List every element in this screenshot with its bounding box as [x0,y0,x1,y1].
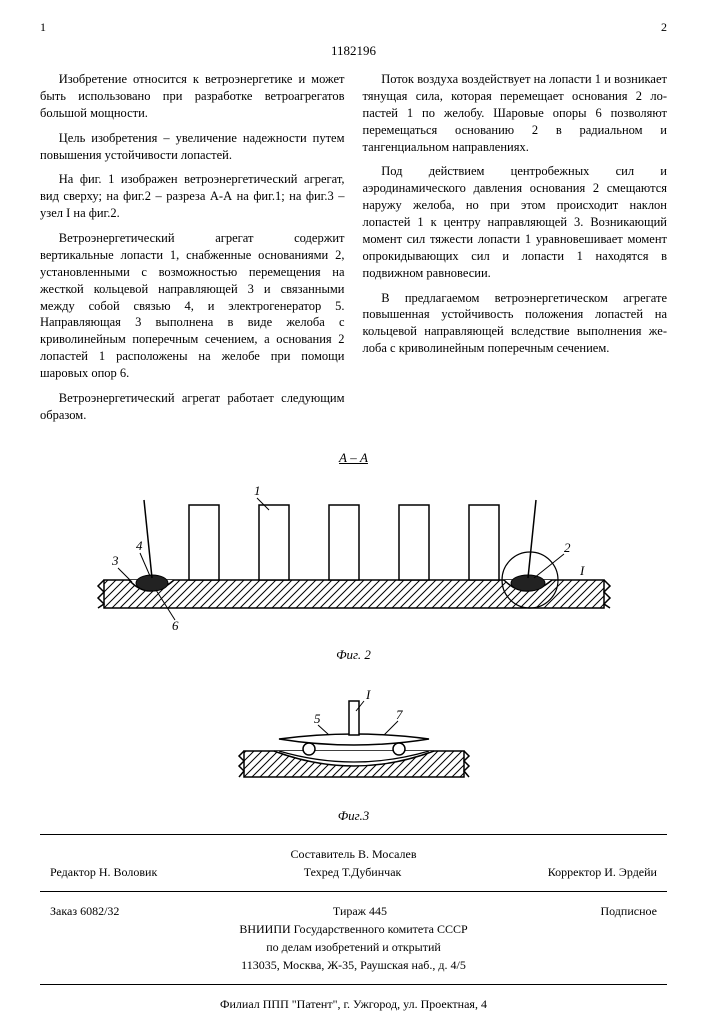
text-columns: Изобретение относится к ветроэнер­гетике… [40,71,667,432]
fig2-label-2: 2 [564,540,571,555]
fig2-svg: 1 3 4 6 2 I [74,470,634,640]
subscription: Подписное [600,902,657,920]
fig2-label-I: I [579,563,585,578]
right-column: Поток воздуха воздействует на ло­пасти 1… [363,71,668,432]
figure-2: А – А [40,450,667,663]
para: Ветроэнергетический агрегат со­держит ве… [40,230,345,382]
tirage-block: Тираж 445 [333,902,387,920]
filial: Филиал ППП "Патент", г. Ужгород, ул. Про… [40,995,667,1013]
tech-name: Т.Дубинчак [342,865,401,879]
para: На фиг. 1 изображен ветроэнергети­ческий… [40,171,345,222]
tech-block: Техред Т.Дубинчак [304,863,402,881]
editor-name: Н. Воловик [99,865,157,879]
compiler-line: Составитель В. Мосалев [40,845,667,863]
divider [40,834,667,835]
fig2-label-3: 3 [111,553,119,568]
divider-3 [40,984,667,985]
figure-3: I 5 7 Фиг.3 [40,681,667,824]
corrector-label: Корректор [548,865,602,879]
compiler-label: Составитель [290,847,354,861]
credits-row: Редактор Н. Воловик Техред Т.Дубинчак Ко… [40,863,667,881]
compiler-name: В. Мосалев [358,847,417,861]
fig2-caption: Фиг. 2 [40,647,667,663]
editor-label: Редактор [50,865,96,879]
address: 113035, Москва, Ж-35, Раушская наб., д. … [40,956,667,974]
tirage-label: Тираж [333,904,366,918]
left-column: Изобретение относится к ветроэнер­гетике… [40,71,345,432]
fig2-label-6: 6 [172,618,179,633]
fig2-label-1: 1 [254,483,261,498]
doc-number: 1182196 [40,43,667,59]
corrector-name: И. Эрдейи [604,865,657,879]
fig3-label-I: I [365,687,371,702]
fig3-svg: I 5 7 [204,681,504,801]
section-aa-label: А – А [40,450,667,466]
para: Поток воздуха воздействует на ло­пасти 1… [363,71,668,155]
org2: по делам изобретений и открытий [40,938,667,956]
para: Цель изобретения – увеличение на­дежност… [40,130,345,164]
footer: Составитель В. Мосалев Редактор Н. Волов… [40,845,667,1013]
fig3-label-7: 7 [396,707,403,722]
order-block: Заказ 6082/32 [50,902,119,920]
page-left: 1 [40,20,46,35]
fig3-label-5: 5 [314,711,321,726]
para: В предлагаемом ветроэнергетичес­ком агре… [363,290,668,358]
page: 1 2 1182196 Изобретение относится к ветр… [0,0,707,1033]
tech-label: Техред [304,865,339,879]
order-value: 6082/32 [80,904,119,918]
fig3-caption: Фиг.3 [40,808,667,824]
tirage-value: 445 [369,904,387,918]
org1: ВНИИПИ Государственного комитета СССР [40,920,667,938]
para: Изобретение относится к ветроэнер­гетике… [40,71,345,122]
order-row: Заказ 6082/32 Тираж 445 Подписное [40,902,667,920]
para: Ветроэнергетический агрегат рабо­тает сл… [40,390,345,424]
page-right: 2 [661,20,667,35]
corrector-block: Корректор И. Эрдейи [548,863,657,881]
order-label: Заказ [50,904,77,918]
para: Под действием центробежных сил и аэродин… [363,163,668,281]
fig2-label-4: 4 [136,538,143,553]
header-row: 1 2 [40,20,667,35]
divider-2 [40,891,667,892]
editor-block: Редактор Н. Воловик [50,863,157,881]
